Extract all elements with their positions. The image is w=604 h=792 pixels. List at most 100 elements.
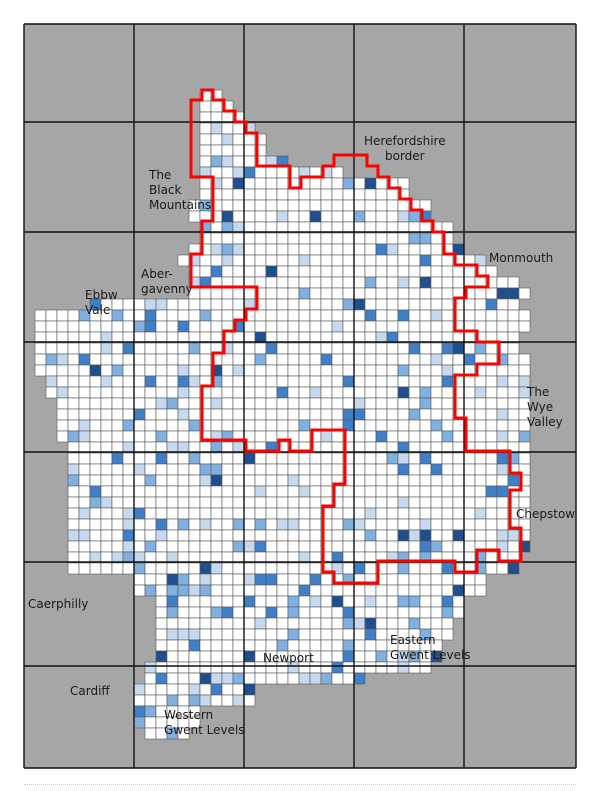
- tetrad-cell: [364, 540, 377, 553]
- tetrad-cell: [353, 375, 366, 388]
- tetrad-cell: [375, 474, 388, 487]
- tetrad-cell: [78, 386, 91, 399]
- tetrad-cell: [320, 353, 333, 366]
- tetrad-cell: [298, 188, 311, 201]
- tetrad-cell: [364, 507, 377, 520]
- tetrad-cell: [210, 584, 223, 597]
- tetrad-cell: [309, 617, 322, 630]
- tetrad-cell: [419, 298, 432, 311]
- tetrad-cell: [386, 540, 399, 553]
- tetrad-cell: [441, 276, 454, 289]
- tetrad-cell: [210, 661, 223, 674]
- tetrad-cell: [320, 177, 333, 190]
- tetrad-cell: [331, 320, 344, 333]
- tetrad-cell: [287, 452, 300, 465]
- tetrad-cell: [463, 353, 476, 366]
- tetrad-cell: [111, 364, 124, 377]
- tetrad-cell: [309, 320, 322, 333]
- tetrad-cell: [441, 562, 454, 575]
- tetrad-cell: [254, 375, 267, 388]
- tetrad-cell: [375, 342, 388, 355]
- tetrad-cell: [166, 606, 179, 619]
- tetrad-cell: [210, 397, 223, 410]
- tetrad-cell: [166, 507, 179, 520]
- tetrad-cell: [342, 540, 355, 553]
- tetrad-cell: [298, 342, 311, 355]
- tetrad-cell: [155, 320, 168, 333]
- tetrad-cell: [254, 463, 267, 476]
- tetrad-cell: [298, 672, 311, 685]
- tetrad-cell: [166, 518, 179, 531]
- tetrad-cell: [331, 353, 344, 366]
- tetrad-cell: [507, 540, 520, 553]
- tetrad-cell: [210, 452, 223, 465]
- tetrad-cell: [386, 529, 399, 542]
- tetrad-cell: [397, 518, 410, 531]
- tetrad-cell: [452, 353, 465, 366]
- tetrad-cell: [199, 133, 212, 146]
- tetrad-cell: [320, 430, 333, 443]
- tetrad-cell: [232, 386, 245, 399]
- tetrad-cell: [100, 419, 113, 432]
- tetrad-cell: [276, 595, 289, 608]
- tetrad-cell: [177, 419, 190, 432]
- tetrad-cell: [232, 452, 245, 465]
- tetrad-cell: [232, 595, 245, 608]
- tetrad-cell: [166, 584, 179, 597]
- tetrad-cell: [221, 452, 234, 465]
- tetrad-cell: [331, 452, 344, 465]
- tetrad-cell: [331, 672, 344, 685]
- tetrad-cell: [67, 529, 80, 542]
- tetrad-cell: [122, 364, 135, 377]
- tetrad-cell: [331, 298, 344, 311]
- tetrad-cell: [166, 364, 179, 377]
- tetrad-cell: [320, 309, 333, 322]
- tetrad-cell: [122, 485, 135, 498]
- tetrad-cell: [408, 364, 421, 377]
- tetrad-cell: [254, 496, 267, 509]
- tetrad-cell: [276, 408, 289, 421]
- tetrad-cell: [276, 232, 289, 245]
- tetrad-cell: [221, 210, 234, 223]
- tetrad-cell: [287, 375, 300, 388]
- tetrad-cell: [441, 419, 454, 432]
- tetrad-cell: [452, 474, 465, 487]
- tetrad-cell: [287, 540, 300, 553]
- tetrad-cell: [496, 309, 509, 322]
- tetrad-cell: [287, 408, 300, 421]
- tetrad-cell: [254, 232, 267, 245]
- tetrad-cell: [111, 452, 124, 465]
- tetrad-cell: [89, 419, 102, 432]
- tetrad-cell: [155, 496, 168, 509]
- tetrad-cell: [364, 639, 377, 652]
- tetrad-cell: [331, 386, 344, 399]
- tetrad-cell: [441, 342, 454, 355]
- tetrad-cell: [210, 408, 223, 421]
- tetrad-cell: [144, 496, 157, 509]
- tetrad-cell: [89, 529, 102, 542]
- tetrad-cell: [353, 584, 366, 597]
- tetrad-cell: [122, 496, 135, 509]
- tetrad-cell: [221, 188, 234, 201]
- tetrad-cell: [100, 364, 113, 377]
- tetrad-cell: [408, 463, 421, 476]
- tetrad-cell: [430, 584, 443, 597]
- tetrad-cell: [188, 474, 201, 487]
- tetrad-cell: [320, 408, 333, 421]
- tetrad-cell: [177, 694, 190, 707]
- tetrad-cell: [320, 298, 333, 311]
- tetrad-cell: [298, 287, 311, 300]
- tetrad-cell: [320, 474, 333, 487]
- tetrad-cell: [221, 419, 234, 432]
- tetrad-cell: [485, 320, 498, 333]
- tetrad-cell: [67, 375, 80, 388]
- tetrad-cell: [331, 232, 344, 245]
- tetrad-cell: [243, 353, 256, 366]
- tetrad-cell: [144, 584, 157, 597]
- tetrad-cell: [111, 408, 124, 421]
- tetrad-cell: [474, 386, 487, 399]
- tetrad-cell: [67, 562, 80, 575]
- tetrad-cell: [485, 397, 498, 410]
- tetrad-cell: [298, 298, 311, 311]
- tetrad-cell: [232, 419, 245, 432]
